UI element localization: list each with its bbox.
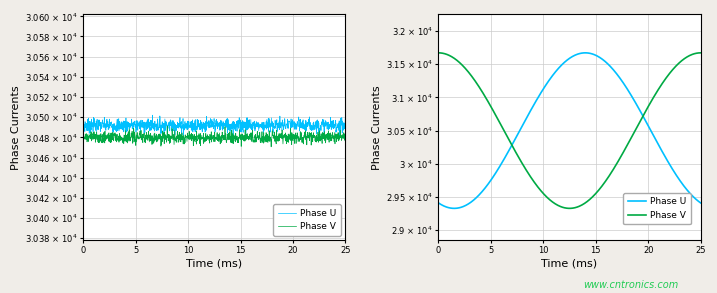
Phase V: [193, 139, 201, 143]
X-axis label: Time (ms): Time (ms): [186, 259, 242, 269]
Phase U: [222, 121, 231, 125]
Phase U: [79, 117, 87, 121]
Phase V: [123, 141, 132, 145]
Phase U: [435, 201, 443, 205]
Y-axis label: Phase Currents: Phase Currents: [11, 85, 21, 170]
Phase V: [217, 134, 226, 137]
Line: Phase U: Phase U: [439, 53, 701, 208]
Phase V: [560, 206, 569, 209]
Line: Phase V: Phase V: [439, 53, 701, 208]
Phase U: [691, 197, 700, 200]
Legend: Phase U, Phase V: Phase U, Phase V: [623, 193, 691, 224]
Phase U: [559, 62, 568, 65]
Y-axis label: Phase Currents: Phase Currents: [371, 85, 381, 170]
Phase U: [114, 120, 123, 124]
Phase U: [696, 201, 705, 205]
Phase U: [576, 52, 585, 55]
Phase V: [696, 51, 705, 54]
Phase U: [450, 207, 459, 210]
Phase U: [217, 124, 226, 127]
Phase V: [79, 139, 87, 142]
Phase U: [581, 51, 589, 54]
Phase V: [114, 139, 123, 143]
Phase V: [559, 206, 567, 209]
Phase V: [576, 204, 585, 207]
X-axis label: Time (ms): Time (ms): [541, 259, 597, 269]
Line: Phase U: Phase U: [83, 115, 346, 137]
Phase U: [592, 53, 600, 57]
Phase V: [222, 139, 231, 142]
Phase U: [320, 135, 329, 139]
Phase U: [193, 117, 201, 121]
Phase V: [341, 137, 350, 140]
Phase U: [561, 60, 569, 64]
Phase U: [341, 123, 350, 127]
Line: Phase V: Phase V: [83, 126, 346, 147]
Phase V: [267, 145, 275, 149]
Phase V: [163, 124, 171, 128]
Phase V: [591, 193, 599, 196]
Phase U: [148, 113, 157, 117]
Phase V: [690, 52, 699, 55]
Phase U: [123, 129, 132, 132]
Phase U: [168, 129, 176, 133]
Phase V: [435, 51, 443, 54]
Phase V: [168, 136, 176, 139]
Phase V: [650, 95, 658, 98]
Text: www.cntronics.com: www.cntronics.com: [584, 280, 678, 290]
Phase V: [565, 207, 574, 210]
Phase U: [650, 135, 659, 139]
Legend: Phase U, Phase V: Phase U, Phase V: [273, 204, 341, 236]
